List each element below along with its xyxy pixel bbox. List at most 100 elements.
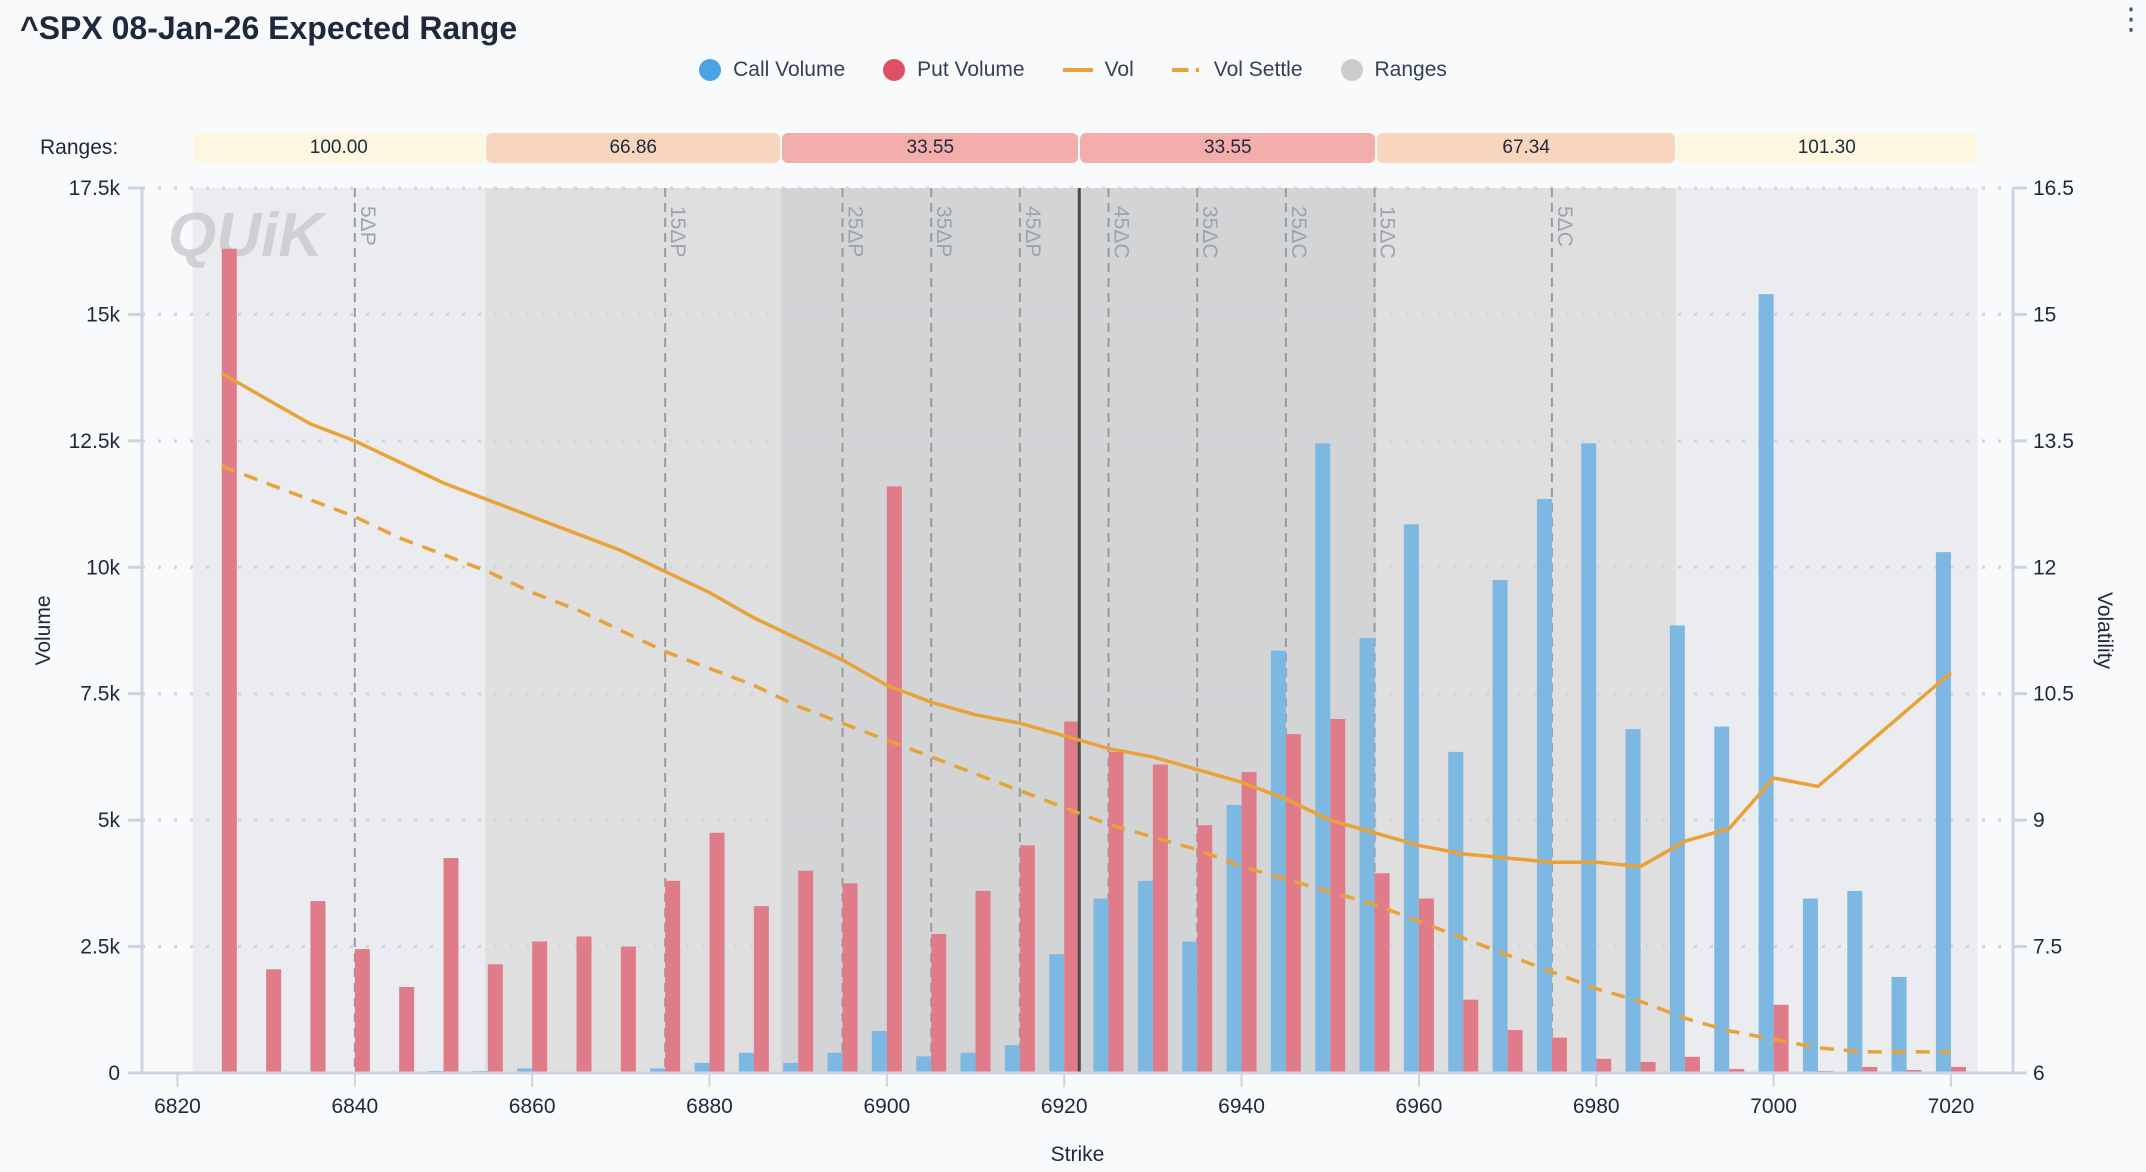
call-volume-bar [1891, 976, 1907, 1073]
delta-label: 5ΔC [1553, 206, 1576, 247]
legend-ranges[interactable]: Ranges [1340, 58, 1447, 82]
put-volume-bar [532, 941, 548, 1073]
delta-label: 25ΔC [1287, 206, 1310, 259]
range-box: 67.34 [1377, 133, 1676, 163]
put-volume-bar [1596, 1058, 1612, 1073]
y-tick-label: 12.5k [69, 430, 121, 453]
put-volume-bar [1684, 1056, 1700, 1073]
call-volume-bar [1448, 751, 1464, 1073]
y2-tick-label: 13.5 [2033, 430, 2074, 453]
call-volume-bar [1758, 294, 1774, 1073]
y-tick-label: 2.5k [80, 936, 120, 959]
call-volume-swatch-icon [699, 59, 722, 81]
put-volume-bar [1729, 1068, 1745, 1073]
put-volume-bar [1285, 734, 1301, 1073]
range-box: 100.00 [193, 133, 485, 163]
put-volume-bar [842, 883, 858, 1073]
x-tick-label: 6900 [863, 1095, 910, 1118]
y-tick-label: 10k [86, 556, 120, 579]
put-volume-bar [620, 946, 636, 1073]
y-tick-label: 15k [86, 303, 120, 326]
x-tick-label: 7000 [1750, 1095, 1797, 1118]
put-volume-bar [1862, 1066, 1878, 1073]
delta-label: 15ΔC [1376, 206, 1399, 259]
call-volume-bar [916, 1056, 932, 1073]
put-volume-bar [1241, 772, 1257, 1073]
call-volume-bar [1847, 890, 1863, 1073]
range-box: 33.55 [1080, 133, 1376, 163]
call-volume-bar [1802, 898, 1818, 1073]
put-volume-bar [1152, 764, 1168, 1073]
call-volume-bar [783, 1062, 799, 1073]
put-volume-bar [1064, 721, 1080, 1073]
delta-label: 15ΔP [666, 206, 689, 257]
call-volume-bar [1004, 1045, 1020, 1073]
call-volume-bar [827, 1052, 843, 1073]
put-volume-bar [975, 890, 991, 1073]
call-volume-bar [1669, 625, 1685, 1073]
call-volume-bar [1182, 941, 1198, 1073]
x-tick-label: 6860 [509, 1095, 556, 1118]
legend-put-volume[interactable]: Put Volume [883, 58, 1025, 82]
delta-label: 5ΔP [356, 206, 379, 246]
call-volume-bar [1714, 726, 1730, 1073]
put-volume-bar [1019, 845, 1035, 1073]
y2-tick-label: 7.5 [2033, 936, 2062, 959]
vol-line-swatch-icon [1062, 68, 1093, 72]
x-tick-label: 6840 [331, 1095, 378, 1118]
y2-tick-label: 16.5 [2033, 177, 2074, 200]
put-volume-bar [931, 933, 947, 1073]
delta-label: 35ΔP [932, 206, 955, 257]
x-tick-label: 6940 [1218, 1095, 1265, 1118]
y2-tick-label: 9 [2033, 809, 2045, 832]
call-volume-bar [694, 1062, 710, 1073]
put-volume-bar [1906, 1069, 1922, 1073]
call-volume-bar [1226, 804, 1242, 1073]
call-volume-bar [871, 1031, 887, 1073]
put-volume-bar [665, 880, 681, 1073]
vol-line [220, 371, 1953, 869]
range-box: 66.86 [486, 133, 781, 163]
legend-vol[interactable]: Vol [1062, 58, 1134, 82]
call-volume-bar [1270, 650, 1286, 1073]
x-tick-label: 6980 [1573, 1095, 1620, 1118]
y2-axis-title: Volatility [2093, 592, 2116, 670]
call-volume-bar [960, 1052, 976, 1073]
call-volume-bar [1581, 443, 1597, 1073]
put-volume-bar [266, 969, 282, 1073]
put-volume-bar [1950, 1066, 1966, 1073]
delta-label: 45ΔP [1021, 206, 1044, 257]
range-box: 101.30 [1677, 133, 1977, 163]
call-volume-bar [738, 1052, 754, 1073]
y-tick-label: 17.5k [69, 177, 121, 200]
call-volume-bar [1359, 638, 1375, 1073]
y-axis-title: Volume [32, 595, 55, 665]
legend: Call Volume Put Volume Vol Vol Settle Ra… [0, 58, 2146, 82]
x-axis-title: Strike [1051, 1143, 1105, 1166]
vol-settle-swatch-icon [1171, 68, 1202, 72]
put-volume-bar [1463, 999, 1479, 1073]
call-volume-bar [1536, 499, 1552, 1073]
x-tick-label: 6880 [686, 1095, 733, 1118]
y-tick-label: 0 [108, 1062, 120, 1085]
put-volume-bar [753, 906, 769, 1073]
legend-vol-settle[interactable]: Vol Settle [1171, 58, 1303, 82]
chart-title: ^SPX 08-Jan-26 Expected Range [20, 10, 518, 46]
put-volume-bar [354, 949, 370, 1073]
put-volume-bar [221, 248, 237, 1073]
legend-call-volume[interactable]: Call Volume [699, 58, 845, 82]
put-volume-bar [1773, 1004, 1789, 1073]
call-volume-bar [1315, 443, 1331, 1073]
put-volume-bar [1374, 873, 1390, 1073]
legend-label: Vol [1104, 58, 1134, 81]
put-volume-swatch-icon [883, 59, 906, 81]
put-volume-bar [1640, 1061, 1656, 1073]
x-tick-label: 7020 [1928, 1095, 1975, 1118]
legend-label: Ranges [1374, 58, 1447, 81]
delta-label: 25ΔP [844, 206, 867, 257]
x-tick-label: 6960 [1396, 1095, 1443, 1118]
y-tick-label: 7.5k [80, 683, 120, 706]
vol-settle-line [221, 464, 1951, 1054]
put-volume-bar [886, 486, 902, 1073]
